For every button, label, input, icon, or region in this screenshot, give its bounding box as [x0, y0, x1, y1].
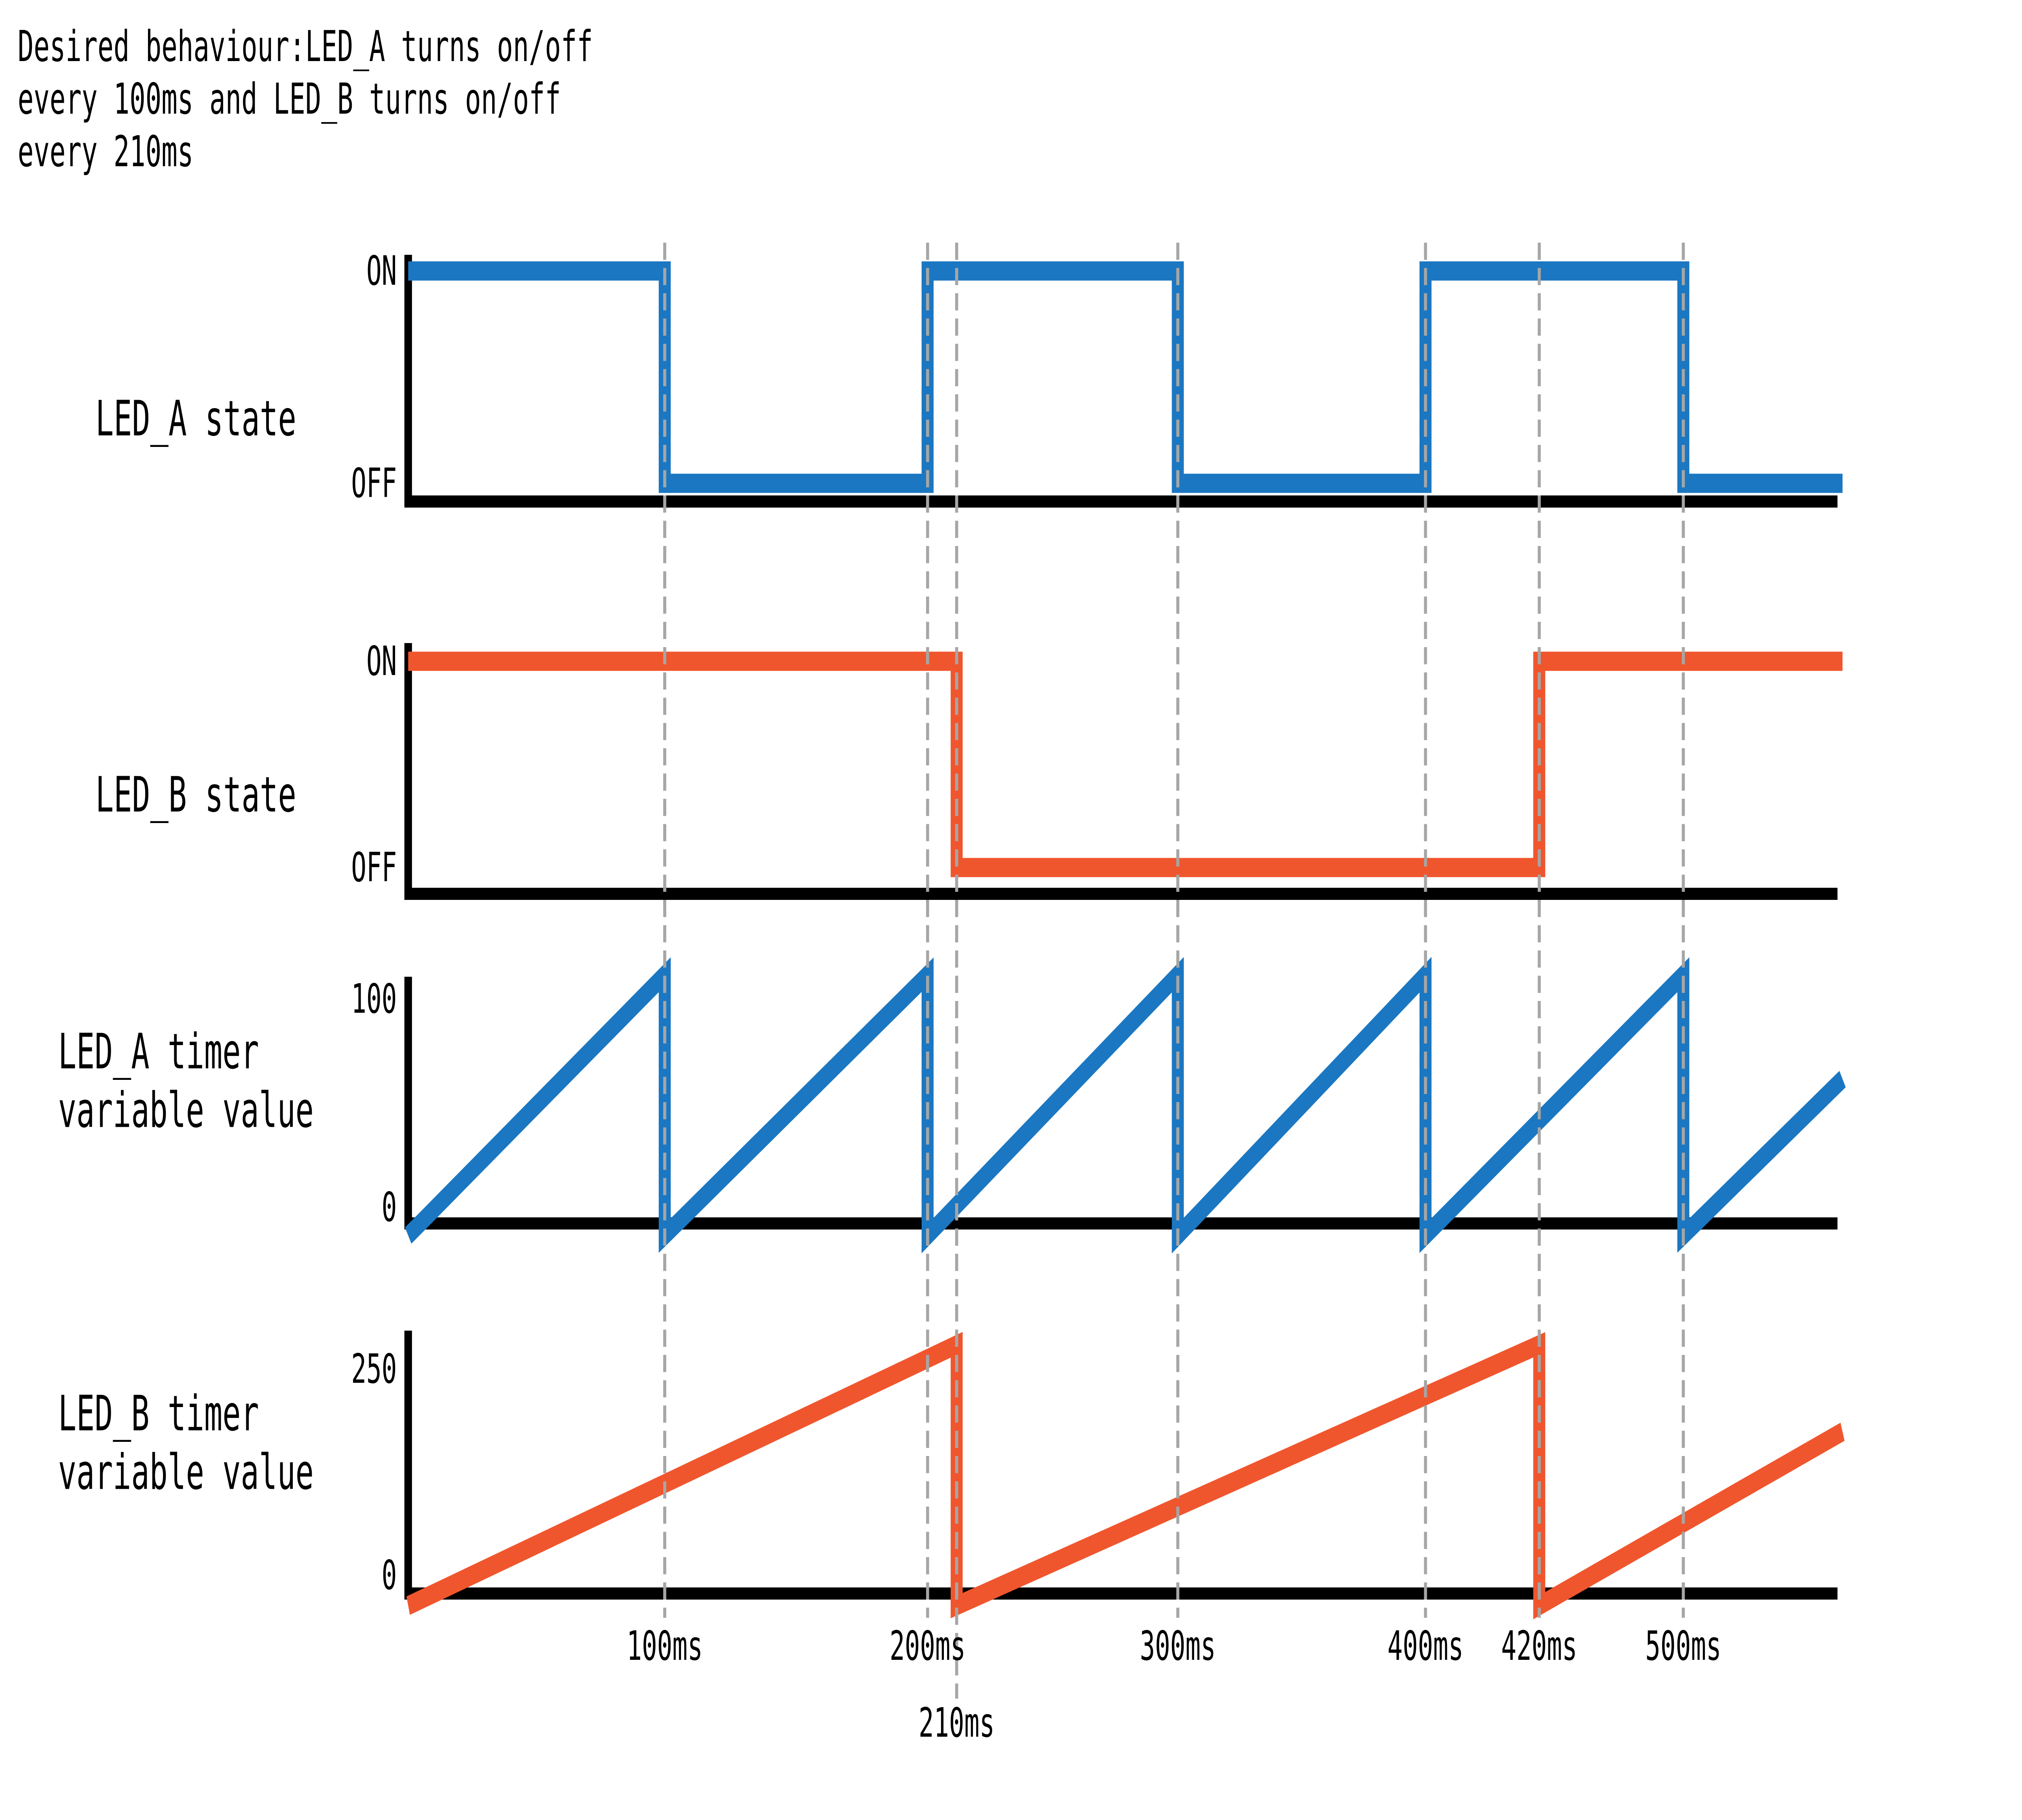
ytick-100-led-a-timer: 100: [351, 976, 397, 1022]
axis-led-a-state: [404, 255, 1838, 508]
wave-led-a-timer: [405, 957, 1846, 1254]
title-block: Desired behaviour:LED_A turns on/off eve…: [18, 22, 593, 176]
panel-led-b-state: LED_B state ON OFF: [95, 638, 1843, 900]
x-axis-labels: 100ms 200ms 300ms 400ms 420ms 500ms 210ms: [627, 1623, 1722, 1746]
ytick-off-led-a: OFF: [351, 460, 397, 507]
xtick-200ms: 200ms: [890, 1623, 966, 1670]
ytick-off-led-b: OFF: [351, 844, 397, 891]
wave-led-b-state: [408, 652, 1843, 877]
ytick-on-led-b: ON: [366, 638, 397, 685]
panel-label-led-a-timer-line2: variable value: [58, 1082, 314, 1139]
xtick-500ms: 500ms: [1645, 1623, 1721, 1670]
panel-label-led-a-state: LED_A state: [95, 390, 296, 447]
xtick-420ms: 420ms: [1501, 1623, 1577, 1670]
waveform-led-b-state: [408, 652, 1843, 877]
waveform-led-a-state: [408, 261, 1843, 493]
panel-label-led-a-timer-line1: LED_A timer: [58, 1023, 259, 1080]
title-line-1: Desired behaviour:LED_A turns on/off: [18, 22, 593, 71]
xtick-400ms: 400ms: [1387, 1623, 1464, 1670]
ytick-250-led-b-timer: 250: [351, 1346, 397, 1393]
panel-label-led-b-timer-line2: variable value: [58, 1444, 314, 1500]
xtick-300ms: 300ms: [1140, 1623, 1216, 1670]
wave-led-a-state: [408, 261, 1843, 493]
wave-led-b-timer: [406, 1332, 1845, 1619]
ytick-0-led-b-timer: 0: [382, 1552, 397, 1599]
title-line-3: every 210ms: [18, 127, 194, 176]
xtick-210ms: 210ms: [919, 1699, 995, 1746]
title-line-2: every 100ms and LED_B turns on/off: [18, 74, 561, 124]
panel-led-b-timer: LED_B timer variable value 250 0: [58, 1331, 1845, 1619]
waveform-led-b-timer-variable-value: [406, 1332, 1845, 1619]
axis-led-b-state: [404, 643, 1838, 900]
panel-led-a-state: LED_A state ON OFF: [95, 248, 1843, 508]
xtick-100ms: 100ms: [627, 1623, 703, 1670]
gridlines: [663, 243, 1685, 1699]
panel-label-led-b-state: LED_B state: [95, 766, 296, 823]
panel-led-a-timer: LED_A timer variable value 100 0: [58, 957, 1846, 1254]
panel-label-led-b-timer-line1: LED_B timer: [58, 1385, 259, 1442]
axis-led-b-timer: [404, 1331, 1838, 1600]
axis-led-a-timer: [404, 977, 1838, 1230]
ytick-on-led-a: ON: [366, 248, 397, 294]
waveform-led-a-timer-variable-value: [405, 957, 1846, 1254]
ytick-0-led-a-timer: 0: [382, 1184, 397, 1231]
